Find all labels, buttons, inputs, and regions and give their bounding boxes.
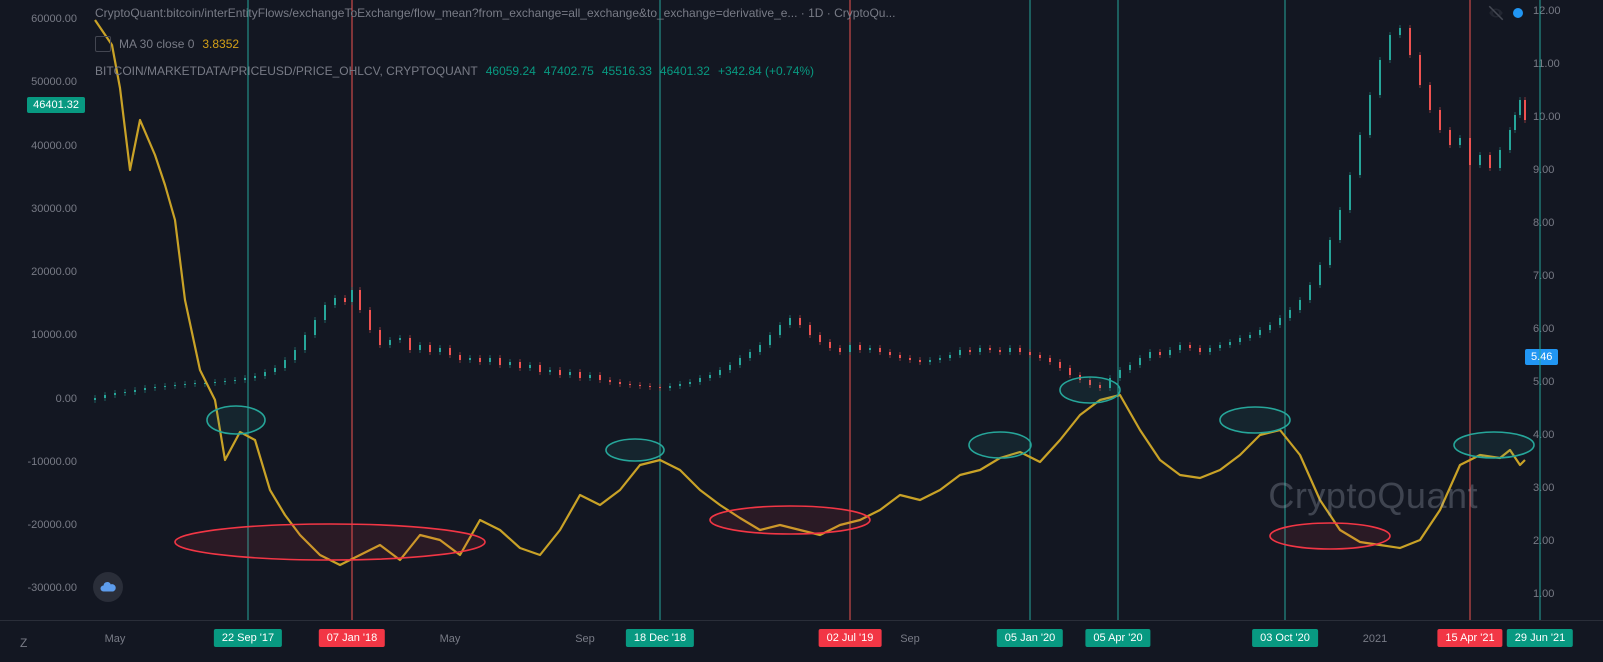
live-indicator-icon [1513,8,1523,18]
x-date-tag: 03 Oct '20 [1252,629,1318,647]
ohlc-close: 46401.32 [660,64,710,78]
ohlc-change: +342.84 (+0.74%) [718,64,814,78]
x-date-tag: 15 Apr '21 [1437,629,1502,647]
x-axis-tick: Sep [575,633,595,645]
chart-title: CryptoQuant:bitcoin/interEntityFlows/exc… [95,6,895,20]
ma-value: 3.8352 [202,37,239,51]
x-axis[interactable]: Z MayMaySepMaySep2021Sep22 Sep '1707 Jan… [0,620,1603,662]
ohlc-label: BITCOIN/MARKETDATA/PRICEUSD/PRICE_OHLCV,… [95,64,478,78]
visibility-icon[interactable] [1487,4,1505,22]
chart-plot[interactable] [0,0,1603,620]
ma-label: MA 30 close 0 [119,37,194,51]
ma-checkbox[interactable] [95,36,111,52]
x-date-tag: 05 Jan '20 [997,629,1063,647]
cloud-icon [99,578,117,596]
x-axis-tick: 2021 [1363,633,1387,645]
x-axis-tick: May [440,633,461,645]
timezone-button[interactable]: Z [20,636,27,650]
x-date-tag: 29 Jun '21 [1507,629,1573,647]
x-axis-tick: Sep [900,633,920,645]
ohlc-low: 45516.33 [602,64,652,78]
ohlc-open: 46059.24 [486,64,536,78]
chart-title-row: CryptoQuant:bitcoin/interEntityFlows/exc… [95,4,1523,22]
x-date-tag: 22 Sep '17 [214,629,282,647]
x-axis-tick: May [105,633,126,645]
chart-container: CryptoQuant:bitcoin/interEntityFlows/exc… [0,0,1603,662]
header-icons [1487,4,1523,22]
x-date-tag: 05 Apr '20 [1085,629,1150,647]
ohlc-high: 47402.75 [544,64,594,78]
x-date-tag: 18 Dec '18 [626,629,694,647]
x-date-tag: 02 Jul '19 [819,629,882,647]
ma-indicator-row: MA 30 close 0 3.8352 [95,36,239,52]
watermark: CryptoQuant [1268,475,1478,517]
x-date-tag: 07 Jan '18 [319,629,385,647]
goto-realtime-button[interactable] [93,572,123,602]
ohlc-row: BITCOIN/MARKETDATA/PRICEUSD/PRICE_OHLCV,… [95,64,814,78]
